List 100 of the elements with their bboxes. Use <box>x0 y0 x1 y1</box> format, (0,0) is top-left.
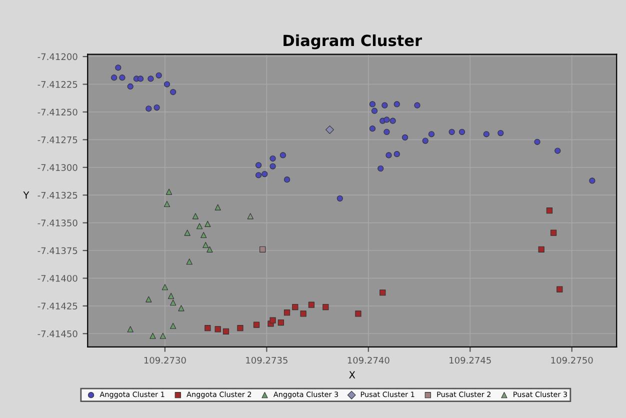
y-tick-label: -7.41350 <box>38 220 78 226</box>
y-tick-label: -7.41325 <box>38 192 78 199</box>
point <box>589 178 596 184</box>
point <box>300 310 306 317</box>
point <box>111 74 118 81</box>
point <box>150 332 156 339</box>
point <box>369 101 376 108</box>
point <box>192 213 199 220</box>
point <box>382 102 388 108</box>
point <box>186 258 192 265</box>
point <box>178 305 184 312</box>
point <box>402 134 408 141</box>
y-tick-label: -7.41425 <box>38 302 78 310</box>
point <box>538 246 544 252</box>
point <box>164 200 170 208</box>
point <box>162 284 168 290</box>
point <box>378 165 384 172</box>
point <box>127 326 134 332</box>
point <box>202 242 209 248</box>
point <box>292 304 298 310</box>
chart-title: Diagram Cluster <box>284 34 422 50</box>
x-axis-title: X <box>349 371 356 378</box>
point <box>369 126 376 132</box>
y-tick-label: -7.41450 <box>38 330 78 338</box>
point <box>119 74 126 81</box>
point <box>146 296 152 302</box>
point <box>170 88 176 96</box>
point <box>280 152 286 158</box>
point <box>483 131 490 138</box>
point <box>546 208 553 214</box>
y-axis-title: Y <box>23 192 30 199</box>
point <box>428 131 435 138</box>
x-tick-label: 109.2735 <box>246 356 288 364</box>
point <box>262 170 268 178</box>
point <box>284 176 290 183</box>
point <box>394 151 400 158</box>
point <box>204 325 211 332</box>
point <box>206 246 213 252</box>
point <box>534 138 540 145</box>
point <box>414 102 420 108</box>
point <box>214 326 221 332</box>
point <box>156 72 162 78</box>
point <box>550 230 557 236</box>
point <box>196 223 203 230</box>
point <box>170 322 176 329</box>
point <box>390 118 396 124</box>
point <box>170 300 176 306</box>
point <box>336 195 343 202</box>
y-tick-label: -7.41300 <box>38 164 78 171</box>
point <box>384 128 390 135</box>
point <box>278 320 284 326</box>
point <box>255 172 262 178</box>
y-tick-label: -7.41375 <box>38 247 78 254</box>
point <box>214 204 221 210</box>
point <box>137 76 144 82</box>
point <box>166 188 172 195</box>
point <box>115 64 122 71</box>
point <box>260 246 266 252</box>
point <box>554 148 561 154</box>
point <box>222 328 230 334</box>
y-tick-label: -7.41250 <box>38 108 78 116</box>
point <box>422 138 428 144</box>
point <box>148 76 154 82</box>
point <box>386 152 392 158</box>
point <box>204 220 211 227</box>
point <box>284 310 290 316</box>
x-tick-label: 109.2750 <box>551 356 593 364</box>
point <box>458 128 466 135</box>
point <box>384 116 390 123</box>
point <box>168 292 174 300</box>
point <box>160 332 166 339</box>
y-tick-label: -7.41400 <box>38 274 78 282</box>
x-tick-label: 109.2740 <box>348 356 390 364</box>
point <box>127 83 134 90</box>
point <box>184 230 190 236</box>
point <box>154 104 160 111</box>
point <box>255 162 262 168</box>
y-tick-label: -7.41275 <box>38 136 78 144</box>
point <box>146 106 152 112</box>
point <box>498 130 504 136</box>
point <box>355 310 362 317</box>
point <box>556 286 563 292</box>
x-tick-label: 109.2745 <box>450 356 491 364</box>
point <box>380 290 386 296</box>
point <box>394 101 400 108</box>
point <box>237 325 244 332</box>
point <box>164 81 170 88</box>
point <box>322 304 329 310</box>
point <box>308 302 314 308</box>
point <box>448 128 455 135</box>
x-tick-label: 109.2730 <box>144 356 186 364</box>
point <box>270 155 276 162</box>
point <box>253 322 260 328</box>
point <box>371 108 378 114</box>
y-tick-label: -7.41225 <box>38 80 78 88</box>
point <box>270 317 276 324</box>
point <box>270 163 276 170</box>
point <box>326 126 334 134</box>
point <box>247 213 254 220</box>
point <box>200 232 207 238</box>
